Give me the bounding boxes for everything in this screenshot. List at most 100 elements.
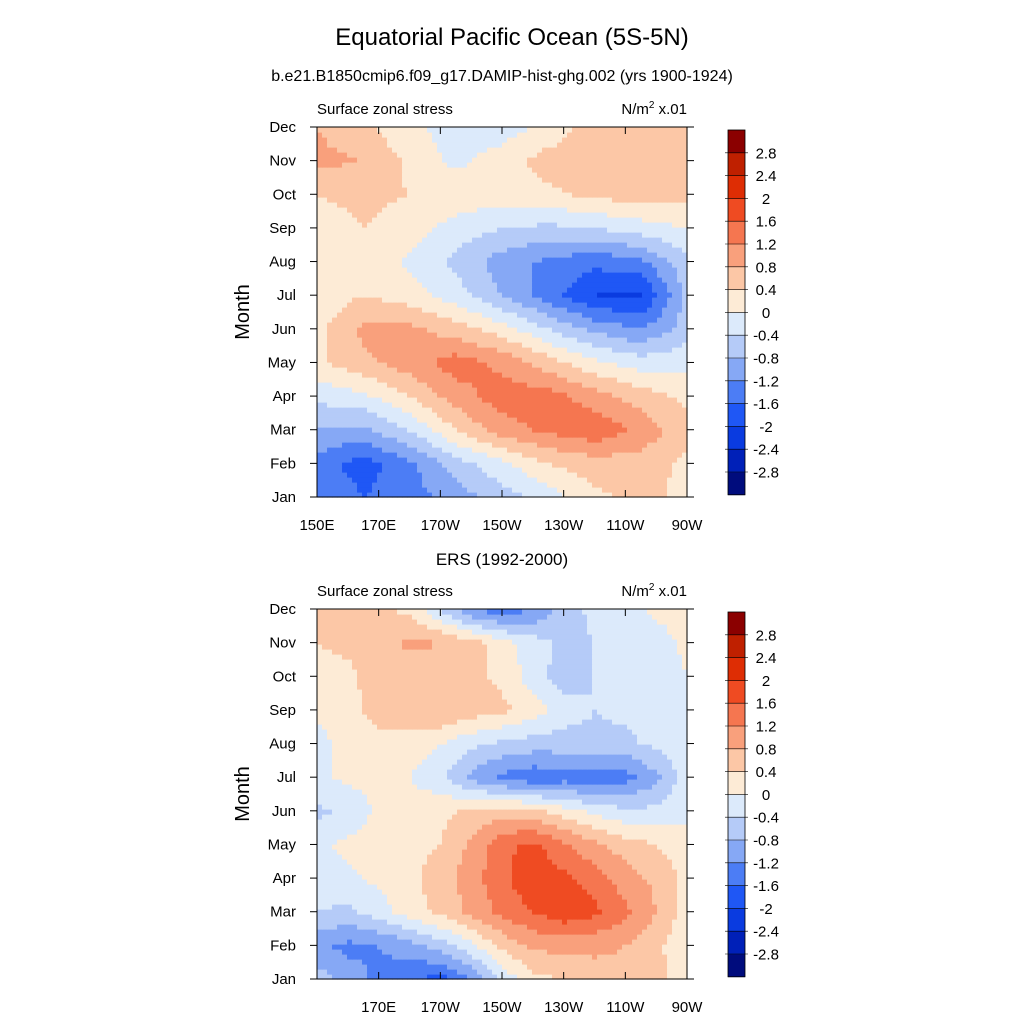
contour-cell: [567, 472, 573, 478]
contour-cell: [582, 417, 588, 423]
contour-cell: [547, 397, 553, 403]
contour-cell: [662, 462, 668, 468]
contour-cell: [327, 432, 333, 438]
contour-cell: [557, 402, 563, 408]
contour-cell: [502, 187, 508, 193]
contour-cell: [412, 402, 418, 408]
contour-cell: [567, 422, 573, 428]
contour-cell: [342, 357, 348, 363]
contour-cell: [402, 252, 408, 258]
contour-cell: [537, 257, 543, 263]
contour-cell: [482, 212, 488, 218]
contour-cell: [407, 352, 413, 358]
contour-cell: [487, 427, 493, 433]
contour-cell: [477, 242, 483, 248]
contour-cell: [507, 402, 513, 408]
contour-cell: [677, 347, 683, 353]
contour-cell: [652, 462, 658, 468]
contour-cell: [647, 267, 653, 273]
contour-cell: [552, 482, 558, 488]
contour-cell: [442, 442, 448, 448]
contour-cell: [362, 382, 368, 388]
contour-cell: [447, 177, 453, 183]
contour-cell: [392, 347, 398, 353]
contour-cell: [642, 412, 648, 418]
contour-cell: [327, 392, 333, 398]
contour-cell: [627, 477, 633, 483]
contour-cell: [332, 217, 338, 223]
contour-cell: [597, 362, 603, 368]
contour-cell: [352, 397, 358, 403]
contour-cell: [472, 362, 478, 368]
contour-cell: [362, 177, 368, 183]
contour-cell: [612, 372, 618, 378]
contour-cell: [512, 212, 518, 218]
contour-cell: [462, 422, 468, 428]
contour-cell: [602, 367, 608, 373]
contour-cell: [492, 272, 498, 278]
contour-cell: [367, 232, 373, 238]
contour-cell: [337, 172, 343, 178]
contour-cell: [467, 227, 473, 233]
contour-cell: [557, 212, 563, 218]
contour-cell: [382, 202, 388, 208]
contour-cell: [432, 397, 438, 403]
contour-cell: [452, 487, 458, 493]
contour-cell: [362, 167, 368, 173]
contour-cell: [652, 222, 658, 228]
contour-cell: [612, 387, 618, 393]
contour-cell: [432, 212, 438, 218]
contour-cell: [532, 237, 538, 243]
contour-cell: [627, 462, 633, 468]
contour-cell: [437, 412, 443, 418]
contour-cell: [527, 417, 533, 423]
contour-cell: [577, 252, 583, 258]
contour-cell: [542, 387, 548, 393]
contour-cell: [542, 422, 548, 428]
contour-cell: [542, 372, 548, 378]
contour-cell: [642, 372, 648, 378]
contour-cell: [347, 452, 353, 458]
contour-cell: [672, 222, 678, 228]
contour-cell: [432, 447, 438, 453]
contour-cell: [632, 282, 638, 288]
contour-cell: [672, 312, 678, 318]
contour-cell: [607, 437, 613, 443]
contour-cell: [612, 237, 618, 243]
contour-cell: [492, 232, 498, 238]
contour-cell: [412, 477, 418, 483]
contour-cell: [527, 422, 533, 428]
contour-cell: [357, 347, 363, 353]
contour-cell: [677, 332, 683, 338]
contour-cell: [582, 192, 588, 198]
contour-cell: [322, 167, 328, 173]
contour-cell: [667, 277, 673, 283]
contour-cell: [532, 377, 538, 383]
contour-cell: [487, 277, 493, 283]
contour-cell: [387, 377, 393, 383]
contour-cell: [552, 332, 558, 338]
contour-cell: [547, 422, 553, 428]
contour-cell: [502, 232, 508, 238]
contour-cell: [457, 247, 463, 253]
contour-cell: [362, 412, 368, 418]
contour-cell: [662, 232, 668, 238]
contour-cell: [397, 372, 403, 378]
contour-cell: [487, 412, 493, 418]
contour-cell: [677, 432, 683, 438]
contour-cell: [677, 187, 683, 193]
contour-cell: [577, 332, 583, 338]
contour-cell: [517, 482, 523, 488]
contour-cell: [522, 302, 528, 308]
contour-cell: [327, 402, 333, 408]
contour-cell: [582, 187, 588, 193]
contour-cell: [517, 342, 523, 348]
contour-cell: [497, 282, 503, 288]
contour-cell: [582, 427, 588, 433]
contour-cell: [392, 437, 398, 443]
contour-cell: [617, 427, 623, 433]
contour-cell: [482, 447, 488, 453]
contour-cell: [357, 332, 363, 338]
contour-cell: [657, 217, 663, 223]
contour-cell: [582, 432, 588, 438]
